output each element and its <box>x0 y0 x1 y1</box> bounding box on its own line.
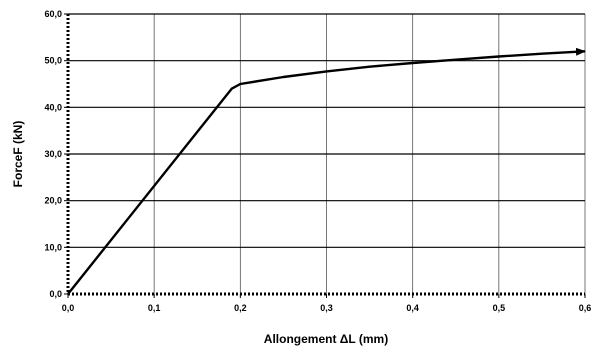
y-tick-label: 20,0 <box>44 196 62 206</box>
x-tick-label: 0,6 <box>579 303 592 313</box>
gridlines <box>68 13 586 294</box>
x-axis-title: Allongement ΔL (mm) <box>264 332 388 346</box>
x-tick-labels: 0,0 0,1 0,2 0,3 0,4 0,5 0,6 <box>62 294 592 313</box>
y-tick-label: 0,0 <box>49 289 62 299</box>
x-tick-label: 0,4 <box>406 303 419 313</box>
x-tick-label: 0,1 <box>148 303 161 313</box>
y-tick-label: 40,0 <box>44 102 62 112</box>
y-tick-label: 50,0 <box>44 56 62 66</box>
x-tick-label: 0,5 <box>493 303 506 313</box>
x-tick-label: 0,2 <box>234 303 247 313</box>
y-axis-title: ForceF (kN) <box>11 121 25 188</box>
y-tick-label: 60,0 <box>44 9 62 19</box>
y-tick-label: 30,0 <box>44 149 62 159</box>
x-tick-label: 0,3 <box>320 303 333 313</box>
x-tick-label: 0,0 <box>62 303 75 313</box>
series-group <box>67 47 586 295</box>
series-line <box>67 47 586 295</box>
y-tick-labels: 0,0 10,0 20,0 30,0 40,0 50,0 60,0 <box>44 9 68 299</box>
y-tick-label: 10,0 <box>44 242 62 252</box>
